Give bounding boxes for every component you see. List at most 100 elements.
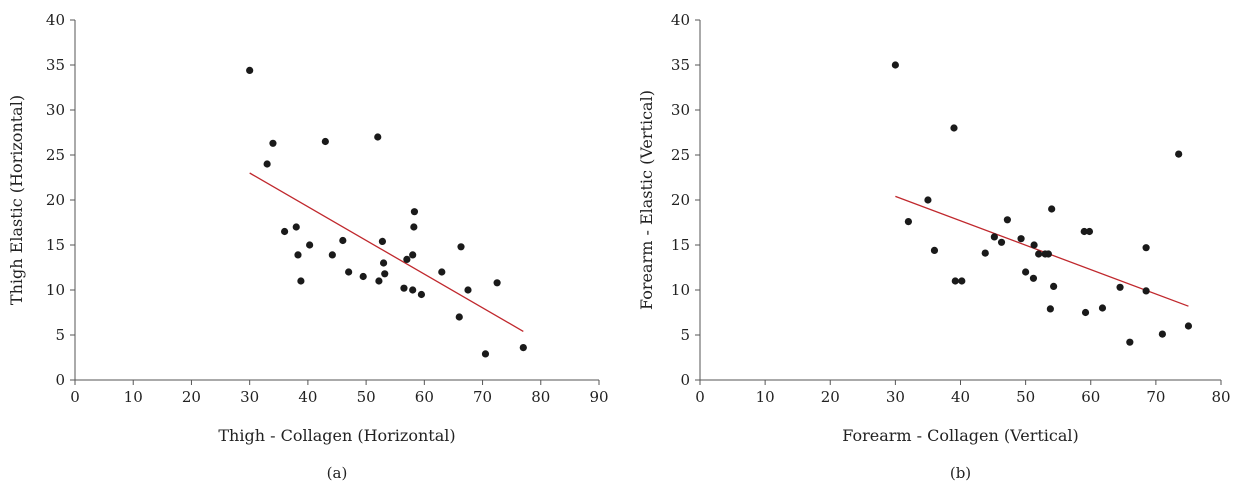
data-point (1085, 227, 1094, 236)
x-tick-label: 10 (124, 388, 143, 406)
y-tick-label: 20 (671, 191, 690, 209)
data-point (403, 255, 411, 263)
y-tick-label: 15 (46, 236, 65, 254)
data-point (1142, 287, 1150, 295)
x-tick-label: 70 (473, 388, 492, 406)
x-tick-label: 40 (298, 388, 317, 406)
data-point (464, 286, 472, 294)
y-tick-label: 20 (46, 191, 65, 209)
x-tick-label: 0 (70, 388, 80, 406)
data-point (1175, 150, 1183, 158)
data-point (374, 133, 382, 141)
x-tick-label: 20 (182, 388, 201, 406)
panel-label: (b) (950, 464, 971, 482)
data-point (292, 223, 300, 231)
data-point (359, 272, 367, 281)
data-point (1116, 283, 1124, 291)
x-tick-label: 90 (589, 388, 608, 406)
data-point (455, 313, 463, 321)
y-tick-label: 40 (46, 11, 65, 29)
data-point (400, 284, 408, 292)
y-tick-label: 0 (55, 371, 65, 389)
data-point (1158, 330, 1166, 338)
data-point (930, 246, 939, 254)
y-tick-label: 30 (46, 101, 65, 119)
y-tick-label: 15 (671, 236, 690, 254)
data-point (375, 277, 383, 285)
data-point (1126, 338, 1134, 346)
data-point (1081, 308, 1090, 317)
data-point (493, 279, 501, 287)
chart-panel-1: 0 10 20 30 40 50 60 70 80 90 0 5 10 15 20 25 30 35 40 Thigh… (7, 11, 609, 482)
x-axis-label: Thigh - Collagen (Horizontal) (218, 426, 455, 445)
data-point (891, 61, 899, 69)
x-tick-label: 50 (357, 388, 376, 406)
data-point (924, 196, 932, 204)
data-point (1003, 216, 1011, 224)
y-tick-label: 35 (671, 56, 690, 74)
y-tick-label: 5 (680, 326, 690, 344)
data-point (1017, 235, 1025, 243)
data-point (345, 268, 353, 276)
y-tick-label: 5 (55, 326, 65, 344)
x-tick-label: 0 (695, 388, 705, 406)
data-point (1022, 268, 1030, 276)
x-tick-label: 30 (886, 388, 905, 406)
data-point (381, 270, 389, 278)
data-point (981, 249, 989, 257)
data-point (990, 233, 998, 241)
y-tick-label: 30 (671, 101, 690, 119)
data-point (297, 277, 305, 285)
data-point (951, 277, 959, 285)
data-point (294, 251, 302, 259)
data-point (997, 238, 1006, 246)
x-tick-label: 20 (821, 388, 840, 406)
y-axis-label: Forearm - Elastic (Vertical) (637, 90, 656, 310)
y-tick-label: 25 (671, 146, 690, 164)
data-point (1080, 227, 1088, 236)
x-tick-label: 70 (1146, 388, 1165, 406)
data-point (1046, 305, 1054, 313)
y-tick-label: 10 (671, 281, 690, 299)
x-tick-label: 80 (1211, 388, 1230, 406)
data-point (410, 208, 419, 216)
data-point (438, 268, 446, 276)
data-point (409, 286, 417, 294)
data-point (1098, 304, 1107, 312)
data-point (1142, 244, 1150, 252)
data-point (410, 223, 418, 231)
data-point (328, 251, 336, 259)
y-tick-label: 40 (671, 11, 690, 29)
x-tick-label: 50 (1016, 388, 1035, 406)
data-point (306, 241, 314, 249)
x-tick-label: 80 (531, 388, 550, 406)
data-point (950, 124, 958, 132)
data-point (269, 139, 277, 147)
data-point (904, 218, 913, 226)
y-tick-label: 10 (46, 281, 65, 299)
data-point (281, 227, 289, 236)
data-point (1030, 241, 1038, 249)
chart-panel-2: 0 10 20 30 40 50 60 70 80 0 5 10 15 20 25 30 35 40 Forearm… (637, 11, 1231, 482)
x-tick-label: 10 (756, 388, 775, 406)
data-point (1048, 205, 1056, 213)
data-point (263, 160, 271, 168)
trendline (895, 195, 1189, 307)
y-tick-label: 25 (46, 146, 65, 164)
data-point (1035, 250, 1043, 258)
data-point (1184, 322, 1193, 330)
data-point (457, 243, 465, 251)
data-point (379, 259, 388, 267)
y-tick-label: 35 (46, 56, 65, 74)
x-axis-label: Forearm - Collagen (Vertical) (842, 426, 1079, 445)
x-tick-label: 40 (951, 388, 970, 406)
data-point (378, 237, 387, 245)
data-point (958, 277, 966, 285)
data-point (409, 251, 417, 259)
data-point (519, 344, 527, 352)
data-point (1050, 282, 1058, 290)
data-point (1029, 274, 1038, 282)
x-tick-label: 30 (240, 388, 259, 406)
x-tick-label: 60 (1081, 388, 1100, 406)
